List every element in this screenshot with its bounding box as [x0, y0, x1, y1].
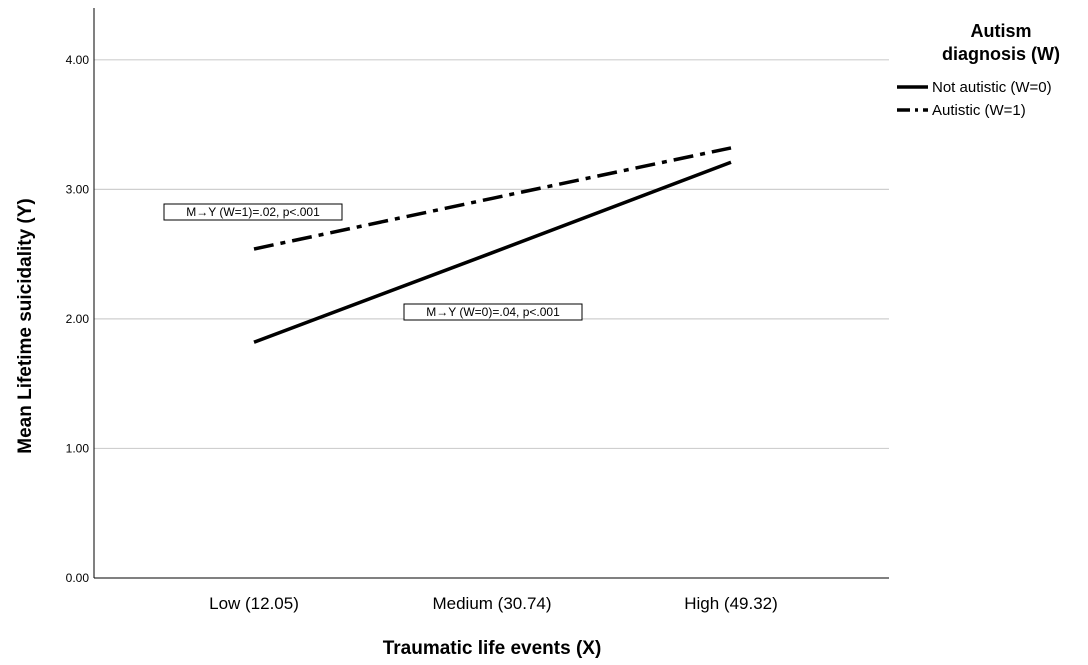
x-tick-label: Medium (30.74) [432, 594, 551, 613]
y-tick-label: 1.00 [66, 441, 90, 455]
y-tick-label: 0.00 [66, 571, 90, 585]
annotation-text-not-autistic: M→Y (W=0)=.04, p<.001 [426, 305, 560, 319]
y-tick-label: 3.00 [66, 182, 90, 196]
legend-label-not-autistic: Not autistic (W=0) [932, 79, 1052, 96]
y-tick-label: 2.00 [66, 312, 90, 326]
axes [93, 8, 889, 579]
legend-label-autistic: Autistic (W=1) [932, 102, 1026, 119]
annotation-box [163, 203, 343, 221]
legend: Autism diagnosis (W) Not autistic (W=0) … [897, 21, 1060, 119]
y-axis-title: Mean Lifetime suicidality (Y) [15, 198, 36, 454]
gridlines [94, 59, 889, 450]
x-axis-title: Traumatic life events (X) [383, 638, 602, 659]
annotation-text-autistic: M→Y (W=1)=.02, p<.001 [186, 205, 320, 219]
x-tick-labels: Low (12.05) Medium (30.74) High (49.32) [209, 594, 778, 613]
series-line-not-autistic [253, 160, 732, 344]
y-tick-label: 4.00 [66, 53, 90, 67]
series-lines [253, 146, 732, 344]
annotation-autistic: M→Y (W=1)=.02, p<.001 [163, 203, 343, 221]
annotation-not-autistic: M→Y (W=0)=.04, p<.001 [403, 303, 583, 321]
legend-title-line2: diagnosis (W) [942, 44, 1060, 64]
y-tick-labels: 0.00 1.00 2.00 3.00 4.00 [66, 53, 90, 585]
x-tick-label: Low (12.05) [209, 594, 299, 613]
legend-title-line1: Autism [970, 21, 1031, 41]
series-line-autistic [253, 146, 732, 251]
x-tick-label: High (49.32) [684, 594, 778, 613]
annotation-box [403, 303, 583, 321]
